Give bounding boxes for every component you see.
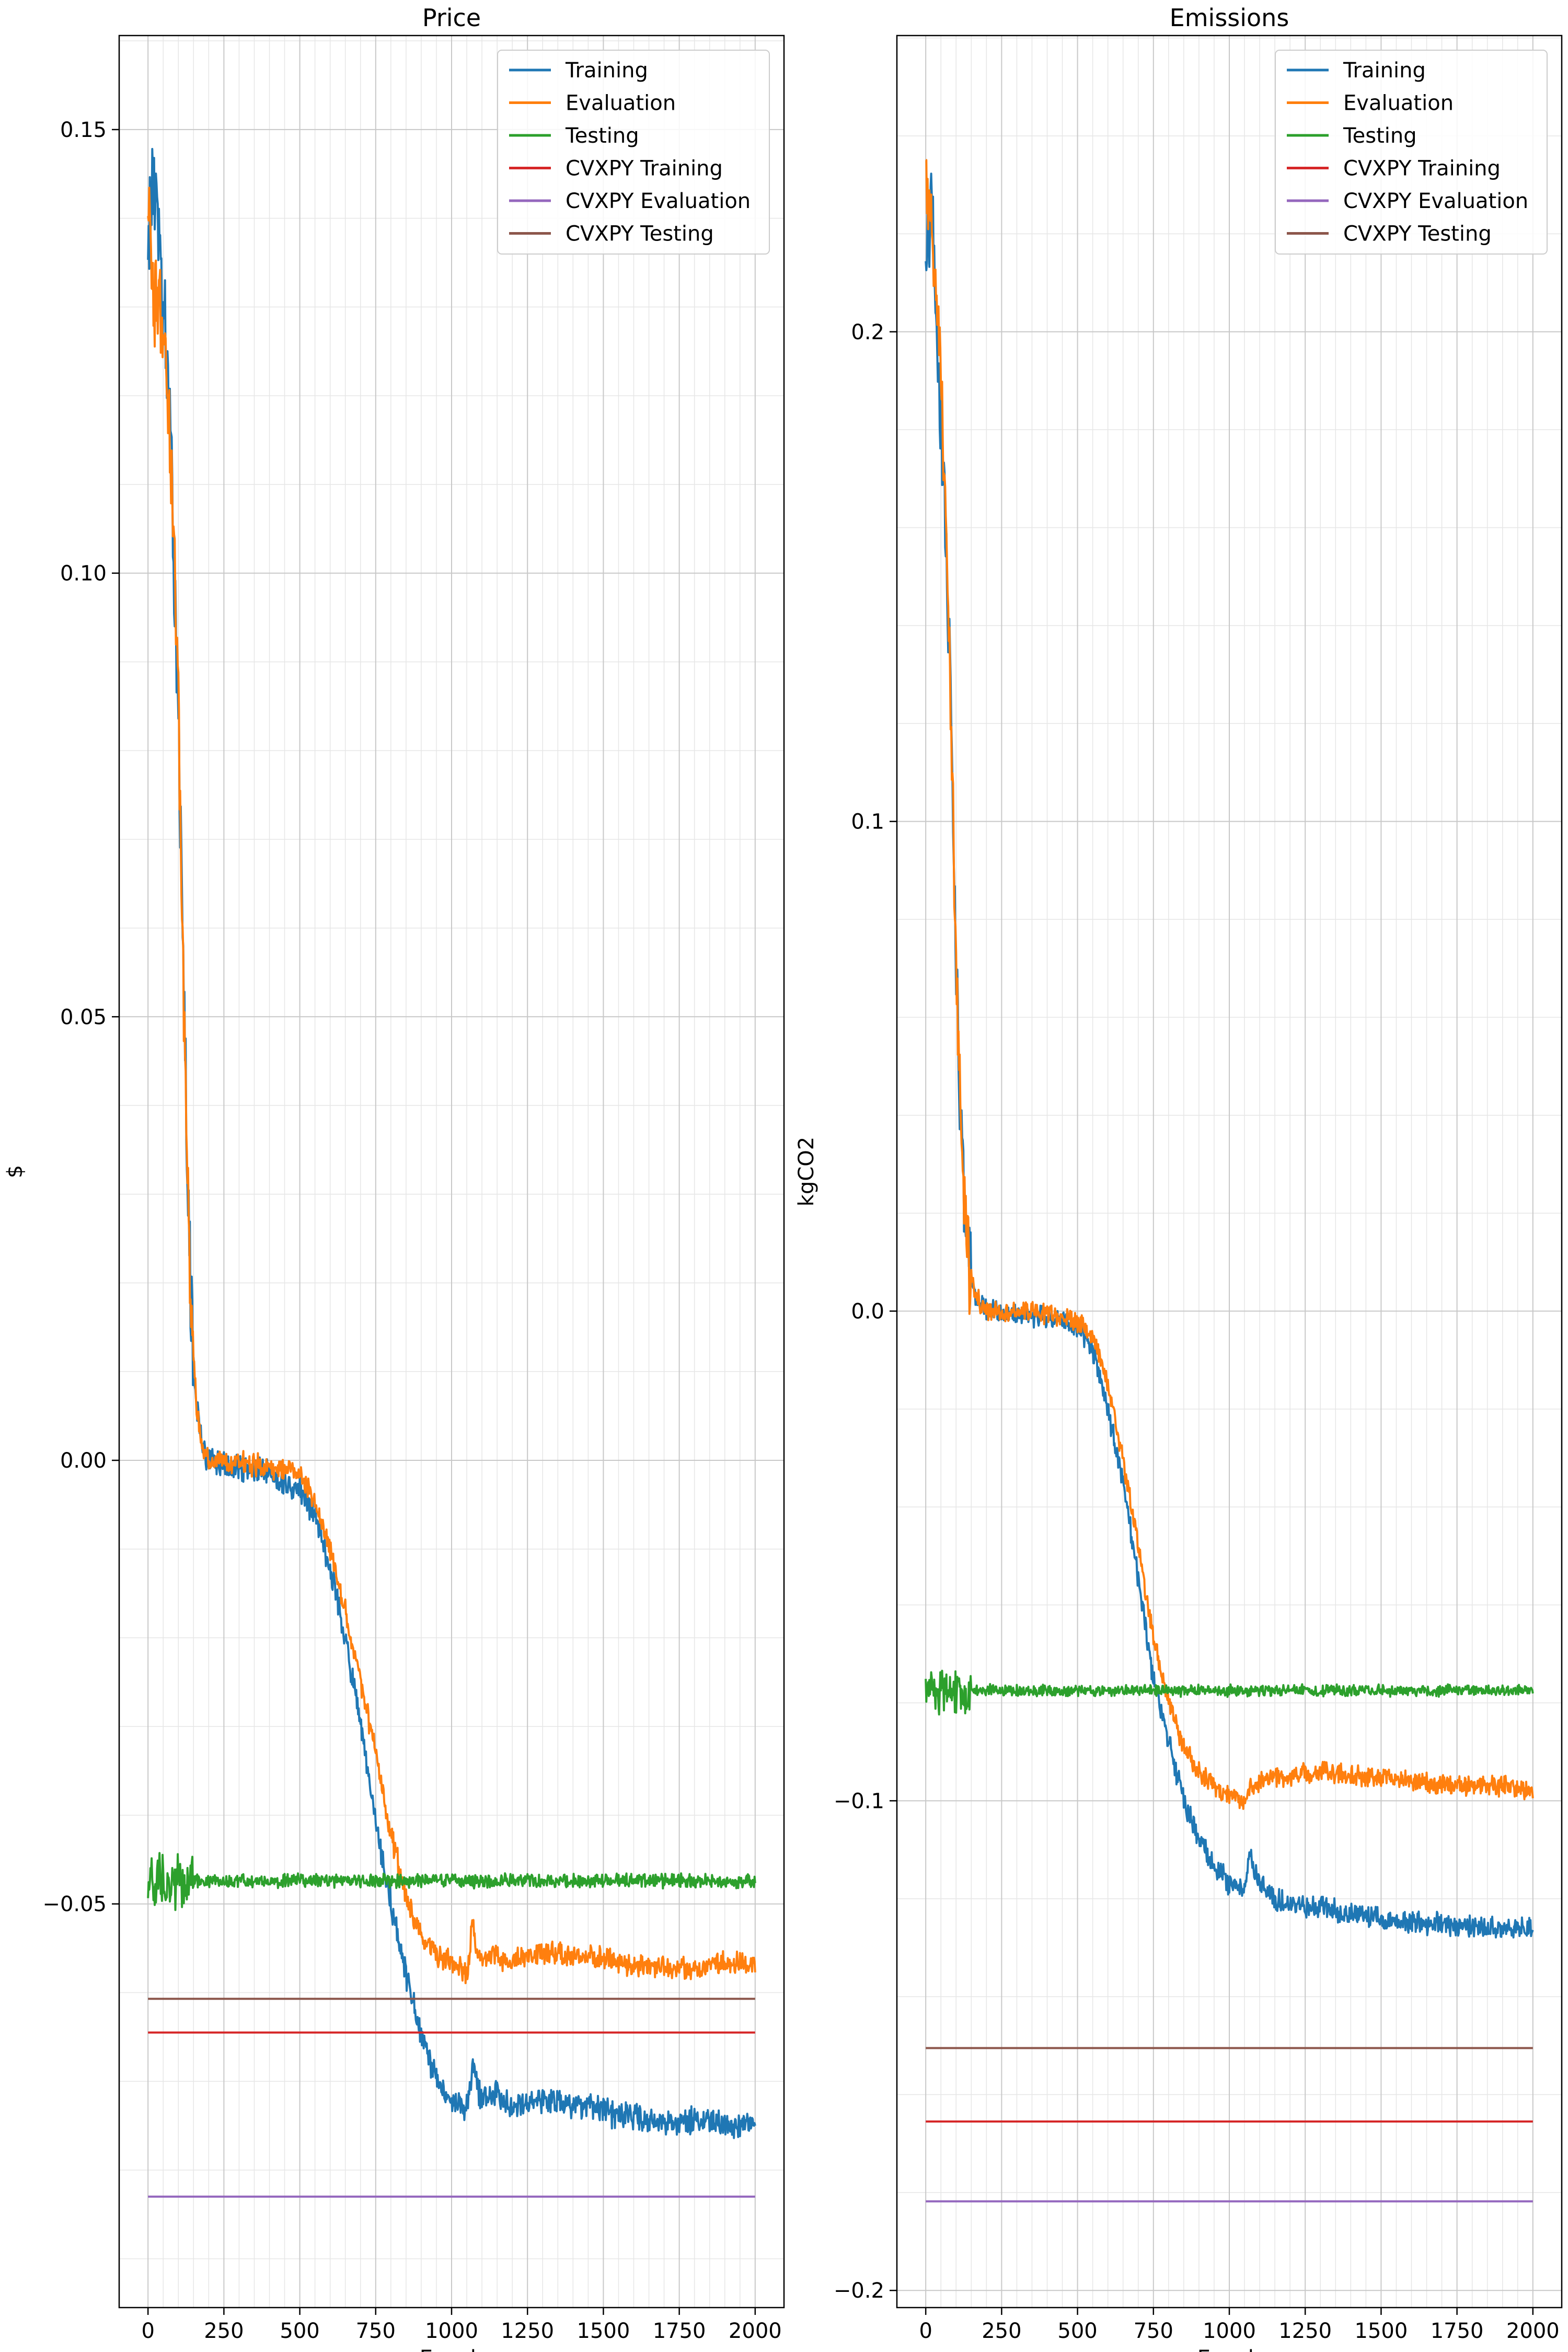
- series-line-testing: [925, 1669, 1534, 1716]
- legend-label: Testing: [1343, 124, 1417, 148]
- legend-box: [497, 50, 770, 255]
- legend-box: [1275, 50, 1548, 255]
- y-tick-label: 0.10: [60, 562, 107, 586]
- grid: [119, 36, 784, 2308]
- x-tick-label: 750: [356, 2319, 396, 2343]
- legend-label: CVXPY Evaluation: [566, 189, 751, 213]
- series-group: [147, 148, 756, 2198]
- y-tick-label: 0.1: [851, 810, 884, 834]
- y-tick-label: 0.00: [60, 1449, 107, 1473]
- x-tick-label: 1000: [425, 2319, 478, 2343]
- x-tick-label: 1250: [501, 2319, 554, 2343]
- y-tick-label: 0.15: [60, 118, 107, 142]
- legend-label: CVXPY Training: [1343, 157, 1501, 181]
- x-tick-label: 2000: [1506, 2319, 1560, 2343]
- y-tick-label: 0.0: [851, 1300, 884, 1324]
- y-tick-label: −0.1: [834, 1789, 884, 1813]
- x-tick-label: 2000: [729, 2319, 782, 2343]
- x-tick-label: 250: [982, 2319, 1021, 2343]
- legend-label: Evaluation: [1343, 91, 1454, 116]
- x-axis-label: Epoch: [1197, 2346, 1261, 2352]
- x-tick-label: 1500: [577, 2319, 630, 2343]
- x-tick-label: 250: [204, 2319, 244, 2343]
- chart-title: Emissions: [1170, 4, 1289, 32]
- y-tick-label: −0.2: [834, 2279, 884, 2303]
- chart-title: Price: [422, 4, 481, 32]
- x-tick-label: 0: [141, 2319, 154, 2343]
- x-tick-label: 500: [280, 2319, 319, 2343]
- x-tick-label: 500: [1057, 2319, 1097, 2343]
- legend-label: Evaluation: [566, 91, 676, 116]
- y-tick-label: 0.2: [851, 320, 884, 344]
- series-line-testing: [147, 1852, 756, 1911]
- legend-label: Training: [565, 59, 648, 83]
- x-tick-label: 1250: [1278, 2319, 1332, 2343]
- x-tick-label: 0: [919, 2319, 932, 2343]
- x-tick-label: 1500: [1355, 2319, 1408, 2343]
- chart-panel-1: 0 250 500 750 1000 1250 1500 1750 2000 −0.2 −0.1 0.…: [794, 4, 1563, 2352]
- legend-label: CVXPY Testing: [1343, 222, 1492, 246]
- legend-label: Training: [1343, 59, 1426, 83]
- x-axis-label: Epoch: [420, 2346, 483, 2352]
- legend-label: CVXPY Training: [566, 157, 723, 181]
- x-tick-label: 1750: [1431, 2319, 1484, 2343]
- legend-label: CVXPY Testing: [566, 222, 714, 246]
- series-group: [925, 159, 1534, 2203]
- x-tick-label: 1750: [653, 2319, 706, 2343]
- legend: Training Evaluation Testing CVXPY Training C…: [1275, 50, 1548, 255]
- x-tick-label: 1000: [1203, 2319, 1256, 2343]
- y-axis-label: $: [3, 1165, 27, 1178]
- x-tick-label: 750: [1134, 2319, 1173, 2343]
- legend-label: Testing: [565, 124, 639, 148]
- series-line-evaluation: [147, 187, 756, 1985]
- series-line-training: [925, 172, 1534, 1939]
- series-line-evaluation: [925, 159, 1534, 1810]
- y-tick-label: −0.05: [42, 1893, 107, 1917]
- chart-panel-0: 0 250 500 750 1000 1250 1500 1750 2000 −0.05 0.00 0…: [3, 4, 785, 2352]
- y-tick-label: 0.05: [60, 1005, 107, 1029]
- legend: Training Evaluation Testing CVXPY Training C…: [497, 50, 770, 255]
- legend-label: CVXPY Evaluation: [1343, 189, 1528, 213]
- y-axis-label: kgCO2: [794, 1137, 818, 1206]
